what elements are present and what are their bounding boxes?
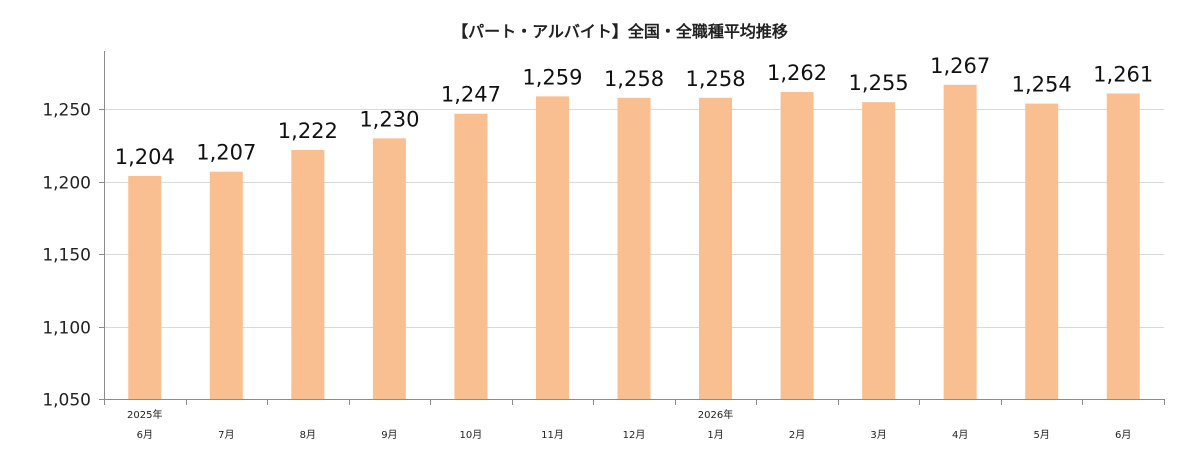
bar <box>699 97 733 399</box>
data-label: 1,254 <box>1012 73 1072 97</box>
data-label: 1,258 <box>685 67 745 91</box>
bar <box>1106 93 1140 400</box>
y-tick-label: 1,100 <box>42 319 91 339</box>
data-label: 1,258 <box>604 67 664 91</box>
data-label: 1,222 <box>278 119 338 143</box>
bar <box>454 113 488 399</box>
x-tick-label: 3月 <box>870 429 886 441</box>
year-label: 2026年 <box>698 408 733 421</box>
bar <box>617 97 651 399</box>
data-label: 1,267 <box>930 54 990 78</box>
labels: 1,050 1,100 1,150 1,200 1,250 1,204 6月 2025年 1,2… <box>42 54 1153 441</box>
x-tick-label: 2月 <box>789 429 805 441</box>
x-tick-label: 6月 <box>1115 429 1131 441</box>
bar <box>535 96 569 400</box>
y-tick-label: 1,150 <box>42 246 91 266</box>
bar <box>209 171 243 399</box>
axes <box>99 51 1165 405</box>
y-tick-label: 1,050 <box>42 391 91 411</box>
bars <box>128 84 1140 400</box>
data-label: 1,247 <box>441 83 501 107</box>
data-label: 1,261 <box>1093 62 1153 86</box>
chart-title: 【パート・アルバイト】全国・全職種平均推移 <box>452 22 788 41</box>
x-tick-label: 7月 <box>218 429 234 441</box>
data-label: 1,262 <box>767 61 827 85</box>
bar <box>128 176 162 399</box>
year-label: 2025年 <box>127 408 162 421</box>
bar <box>1025 103 1059 399</box>
data-label: 1,204 <box>115 145 175 169</box>
data-label: 1,230 <box>359 107 419 131</box>
x-tick-label: 12月 <box>623 429 646 441</box>
y-tick-label: 1,200 <box>42 174 91 194</box>
bar <box>943 84 977 399</box>
x-tick-label: 6月 <box>137 429 153 441</box>
x-tick-label: 1月 <box>707 429 723 441</box>
y-tick-label: 1,250 <box>42 101 91 121</box>
x-tick-label: 11月 <box>541 429 564 441</box>
x-tick-label: 8月 <box>300 429 316 441</box>
bar <box>372 138 406 400</box>
data-label: 1,207 <box>196 141 256 165</box>
x-tick-label: 10月 <box>460 429 483 441</box>
bar <box>862 102 896 399</box>
x-tick-label: 4月 <box>952 429 968 441</box>
bar <box>780 92 814 400</box>
bar <box>291 149 325 399</box>
x-tick-label: 9月 <box>381 429 397 441</box>
data-label: 1,255 <box>849 71 909 95</box>
data-label: 1,259 <box>522 65 582 89</box>
x-tick-label: 5月 <box>1034 429 1050 441</box>
